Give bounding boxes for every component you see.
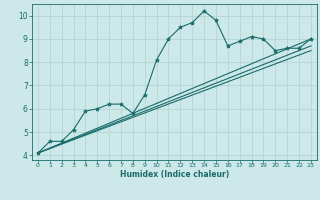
X-axis label: Humidex (Indice chaleur): Humidex (Indice chaleur) [120, 170, 229, 179]
